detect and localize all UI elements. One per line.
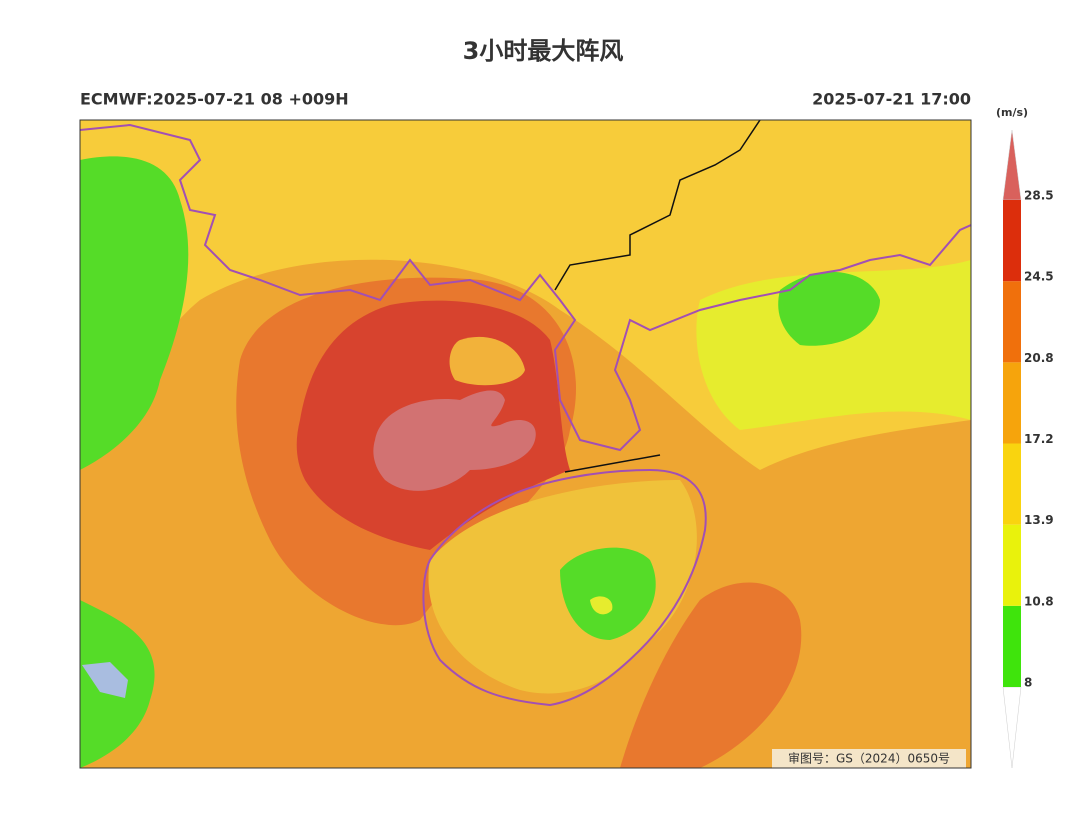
legend-level-label: 24.5: [1024, 270, 1054, 284]
colorbar-segment: [1003, 524, 1021, 606]
coastline: [80, 123, 971, 452]
colorbar-segment: [1003, 443, 1021, 525]
wind-area: [80, 156, 189, 471]
legend-level-label: 8: [1024, 676, 1032, 690]
wind-area: [620, 582, 802, 768]
legend-level-label: 28.5: [1024, 189, 1054, 203]
legend-level-label: 17.2: [1024, 432, 1054, 446]
map: 审图号：GS（2024）0650号: [80, 120, 971, 768]
legend-level-label: 10.8: [1024, 594, 1054, 608]
legend-level-label: 13.9: [1024, 513, 1054, 527]
wind-area: [778, 271, 880, 346]
colorbar-segment: [1003, 605, 1021, 687]
wind-area: [373, 390, 536, 491]
wind-area: [560, 547, 656, 640]
colorbar: (m/s) 8 10.8 13.9 17.2 20.8 24.5 28.5: [996, 106, 1054, 769]
wind-area: [696, 260, 971, 430]
colorbar-under: [1002, 686, 1022, 769]
model-run: ECMWF:2025-07-21 08 +009H: [80, 90, 349, 109]
approval-text: 审图号：GS（2024）0650号: [788, 751, 950, 766]
colorbar-segment: [1003, 362, 1021, 444]
valid-time: 2025-07-21 17:00: [812, 90, 971, 109]
legend-level-label: 20.8: [1024, 351, 1054, 365]
border: [554, 120, 761, 291]
approval-box: [772, 749, 966, 768]
map-frame: [79, 119, 972, 769]
wind-area: [590, 596, 613, 615]
colorbar-over: [1002, 129, 1022, 201]
water-body: [82, 662, 128, 698]
title: 3小时最大阵风: [463, 37, 624, 65]
coastline: [422, 468, 707, 707]
legend-unit: (m/s): [996, 106, 1028, 119]
colorbar-segment: [1003, 281, 1021, 363]
border: [564, 454, 661, 473]
wind-area: [449, 336, 525, 386]
colorbar-segment: [1003, 200, 1021, 282]
